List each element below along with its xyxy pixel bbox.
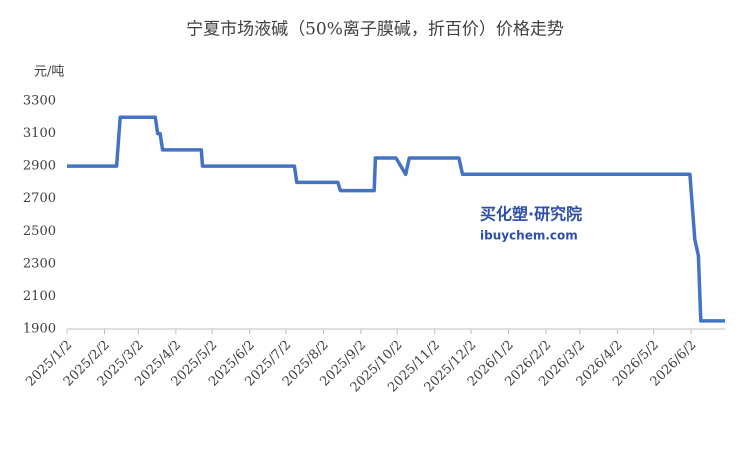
watermark: 买化塑·研究院 bbox=[480, 205, 582, 224]
y-tick-label: 2500 bbox=[23, 224, 56, 239]
price-line bbox=[67, 115, 725, 323]
y-tick-label: 2100 bbox=[23, 289, 56, 304]
y-tick-label: 3300 bbox=[23, 94, 56, 109]
watermark: ibuychem.com bbox=[480, 229, 578, 243]
y-tick-label: 2300 bbox=[23, 256, 56, 271]
y-tick-label: 2700 bbox=[23, 191, 56, 206]
y-axis-unit: 元/吨 bbox=[34, 65, 64, 80]
y-tick-label: 1900 bbox=[23, 322, 56, 337]
y-tick-label: 2900 bbox=[23, 159, 56, 174]
y-tick-label: 3100 bbox=[23, 126, 56, 141]
chart-title: 宁夏市场液碱（50%离子膜碱，折百价）价格走势 bbox=[186, 20, 564, 40]
